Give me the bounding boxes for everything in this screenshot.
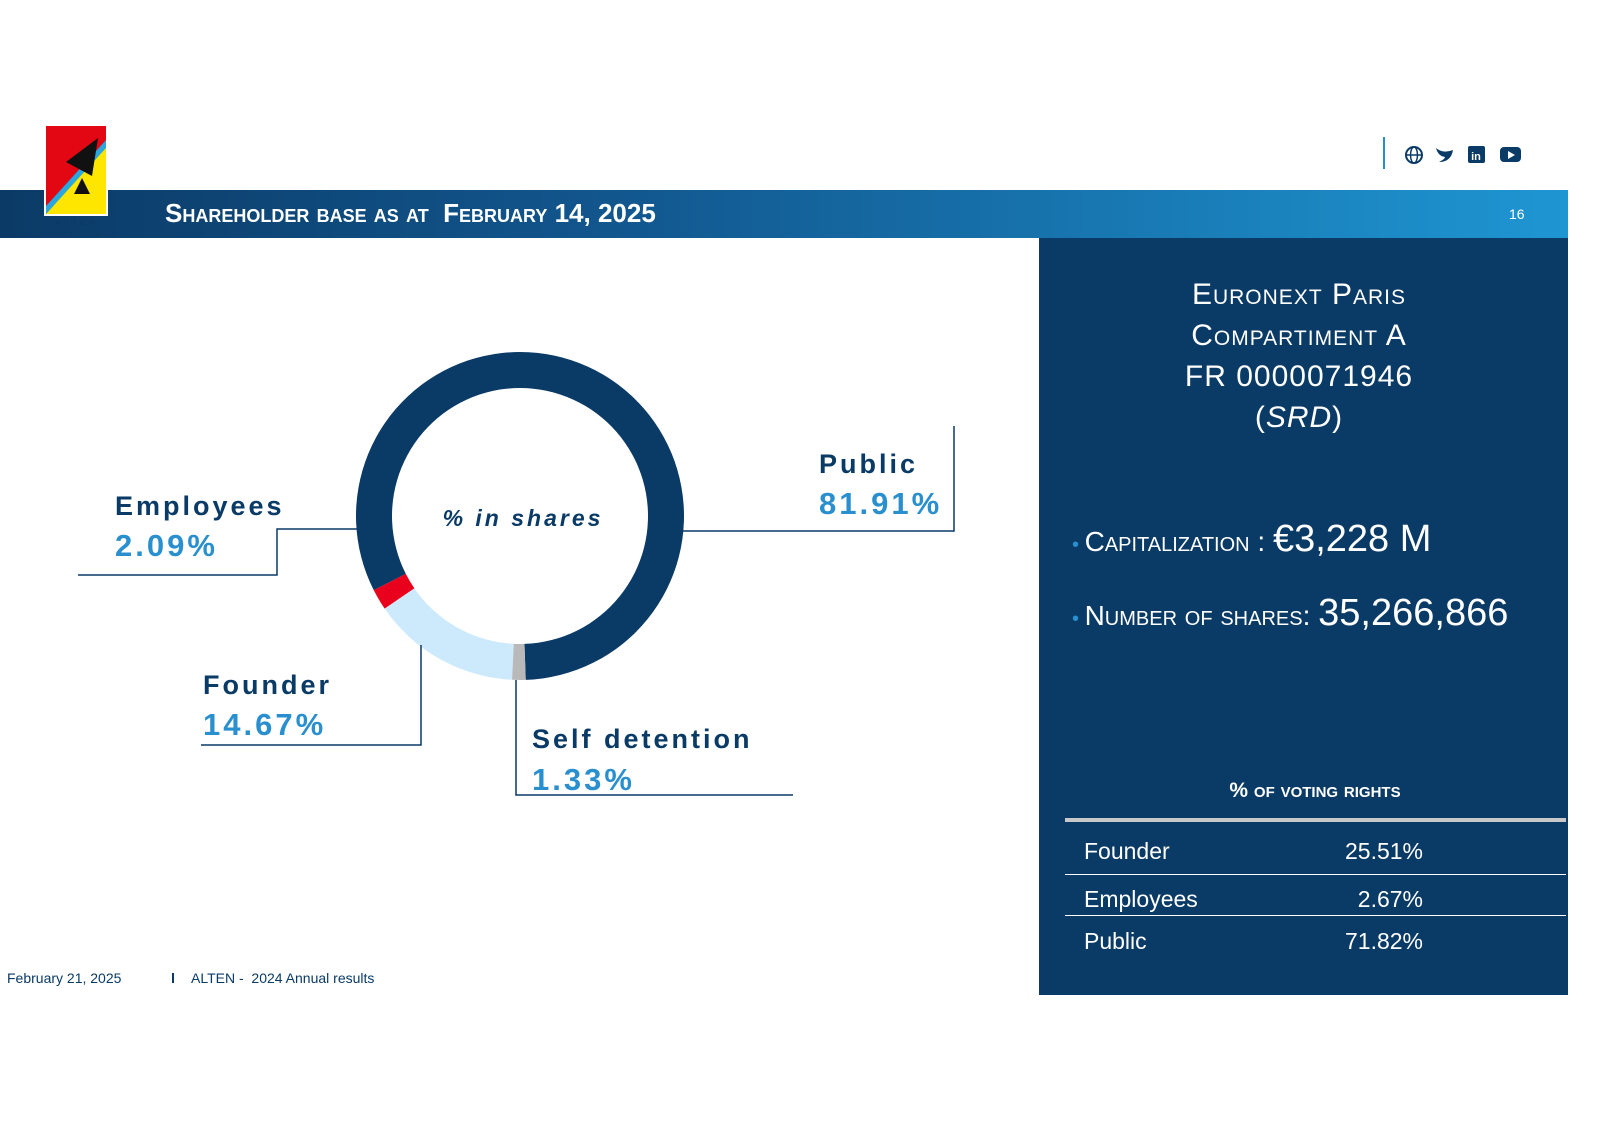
divider xyxy=(1383,137,1385,169)
slide-title: Shareholder base as at February 14, 2025 xyxy=(165,198,656,228)
market-line: Euronext Paris xyxy=(1191,278,1407,311)
page-number: 16 xyxy=(1509,206,1525,222)
footer-text: ALTEN - 2024 Annual results xyxy=(191,970,375,986)
row-value: 25.51% xyxy=(1344,838,1423,864)
row-label: Founder xyxy=(1084,838,1170,864)
leader-line xyxy=(515,680,793,796)
kpi-label: Number of shares: xyxy=(1084,600,1319,631)
market-info: Euronext Paris Compartiment A FR 0000071… xyxy=(1039,274,1559,438)
row-value: 2.67% xyxy=(1357,886,1423,912)
table-rule xyxy=(1065,818,1566,822)
slice-name: Self detention xyxy=(532,724,753,754)
center-label: % in shares xyxy=(443,505,604,531)
logo: ALTEN xyxy=(46,126,106,227)
svg-text:in: in xyxy=(1471,151,1481,163)
kpi-value: €3,228 M xyxy=(1272,518,1432,560)
kpi: • Number of shares: 35,266,866 xyxy=(1072,592,1509,634)
row-label: Employees xyxy=(1084,886,1198,912)
slice-value: 14.67% xyxy=(203,707,327,742)
row-value: 71.82% xyxy=(1344,928,1423,954)
logo-text: ALTEN xyxy=(55,217,98,227)
leader-line xyxy=(682,426,955,532)
slice-name: Employees xyxy=(115,491,285,521)
social-icons: in xyxy=(1405,146,1521,164)
kpi-label: Capitalization : xyxy=(1084,526,1273,557)
slice-value: 1.33% xyxy=(532,762,635,797)
market-line: Compartiment A xyxy=(1191,319,1407,352)
market-line: FR 0000071946 xyxy=(1184,360,1414,393)
slice-name: Founder xyxy=(203,670,332,700)
market-line: (SRD) xyxy=(1254,401,1344,434)
slice-value: 2.09% xyxy=(115,528,218,563)
voting-title: % of voting rights xyxy=(1229,779,1401,802)
table-rule xyxy=(1065,915,1566,916)
table-rule xyxy=(1065,874,1566,875)
donut-slice xyxy=(384,588,514,680)
donut-slice xyxy=(512,643,526,680)
slice-value: 81.91% xyxy=(819,486,943,521)
footer-separator xyxy=(172,973,174,983)
leader-line xyxy=(78,528,357,576)
leader-line xyxy=(201,645,422,746)
info-panel xyxy=(1039,238,1568,995)
row-label: Public xyxy=(1084,928,1147,954)
kpi-value: 35,266,866 xyxy=(1318,592,1509,634)
slice-name: Public xyxy=(819,449,919,479)
srd: SRD xyxy=(1265,401,1333,434)
donut-chart: % in shares xyxy=(78,351,955,796)
footer-date: February 21, 2025 xyxy=(7,970,122,986)
kpi: • Capitalization : €3,228 M xyxy=(1072,518,1432,560)
donut-slice xyxy=(373,573,415,609)
header-bar xyxy=(0,190,1568,238)
